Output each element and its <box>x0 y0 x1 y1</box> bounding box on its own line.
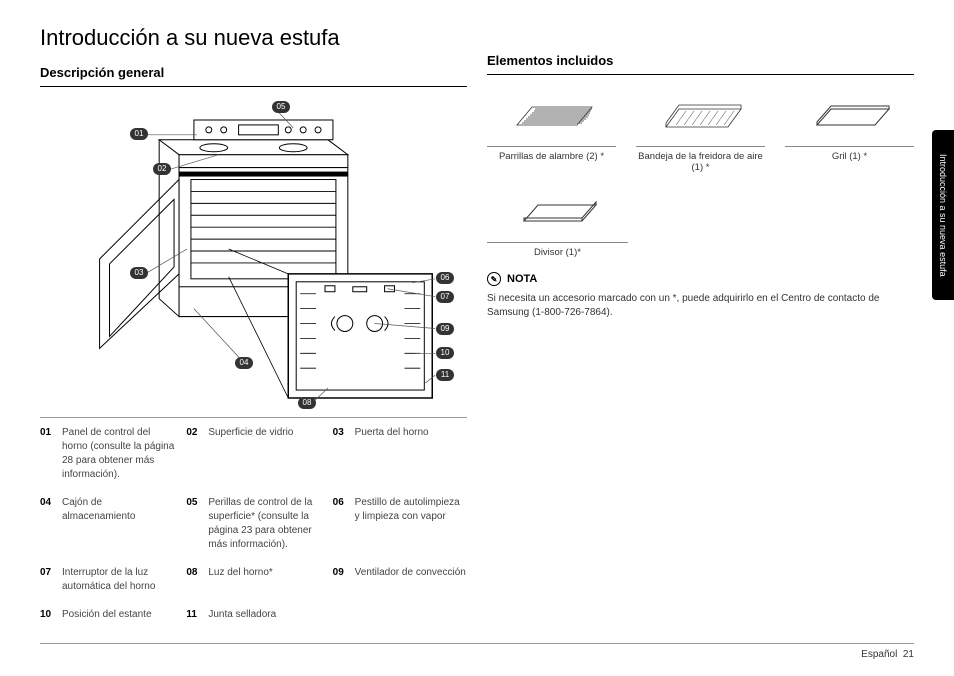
legend-item: 06Pestillo de autolimpieza y limpieza co… <box>333 496 467 552</box>
legend-item: 02Superficie de vidrio <box>186 426 320 482</box>
footer: Español 21 <box>40 643 914 660</box>
air-fryer-tray-icon <box>636 87 765 142</box>
legend-item: 10Posición del estante <box>40 608 174 622</box>
included-item: Divisor (1)* <box>487 183 628 258</box>
footer-page-number: 21 <box>903 649 914 660</box>
section-rule <box>487 74 914 75</box>
callout-11: 11 <box>436 369 454 381</box>
wire-rack-icon <box>487 87 616 142</box>
included-label: Parrillas de alambre (2) * <box>487 151 616 162</box>
callout-02: 02 <box>153 163 171 175</box>
legend-item: 07Interruptor de la luz automática del h… <box>40 566 174 594</box>
note-icon: ✎ <box>487 272 501 286</box>
section-rule <box>40 86 467 87</box>
included-label: Gril (1) * <box>785 151 914 162</box>
left-column: Introducción a su nueva estufa Descripci… <box>40 25 467 622</box>
included-section-title: Elementos incluidos <box>487 53 914 68</box>
callout-01: 01 <box>130 128 148 140</box>
legend-rule <box>40 417 467 418</box>
included-item: Gril (1) * <box>785 87 914 173</box>
callout-05: 05 <box>272 101 290 113</box>
note-header: ✎ NOTA <box>487 272 914 286</box>
callout-10: 10 <box>436 347 454 359</box>
callout-09: 09 <box>436 323 454 335</box>
callout-07: 07 <box>436 291 454 303</box>
included-row-2: Divisor (1)* <box>487 183 914 258</box>
callout-03: 03 <box>130 267 148 279</box>
right-column: Elementos incluidos Parrillas de alambre… <box>487 25 914 622</box>
legend-grid: 01Panel de control del horno (consulte l… <box>40 426 467 622</box>
divider-icon <box>487 183 628 238</box>
included-item: Bandeja de la freidora de aire (1) * <box>636 87 765 173</box>
stove-diagram: 01 02 03 04 05 06 07 08 09 10 11 <box>40 99 467 409</box>
legend-item: 01Panel de control del horno (consulte l… <box>40 426 174 482</box>
note-text: Si necesita un accesorio marcado con un … <box>487 292 914 320</box>
included-row-1: Parrillas de alambre (2) * Bandeja de la… <box>487 87 914 173</box>
legend-item: 09Ventilador de convección <box>333 566 467 594</box>
legend-item: 05Perillas de control de la superficie* … <box>186 496 320 552</box>
callout-06: 06 <box>436 272 454 284</box>
stove-illustration <box>40 99 467 409</box>
included-label: Bandeja de la freidora de aire (1) * <box>636 151 765 173</box>
overview-section-title: Descripción general <box>40 65 467 80</box>
included-label: Divisor (1)* <box>487 247 628 258</box>
griddle-icon <box>785 87 914 142</box>
legend-item: 03Puerta del horno <box>333 426 467 482</box>
callout-04: 04 <box>235 357 253 369</box>
page-title: Introducción a su nueva estufa <box>40 25 467 51</box>
note-title: NOTA <box>507 273 537 285</box>
legend-item: 04Cajón de almacenamiento <box>40 496 174 552</box>
footer-language: Español <box>861 649 897 660</box>
side-tab: Introducción a su nueva estufa <box>932 130 954 300</box>
included-item: Parrillas de alambre (2) * <box>487 87 616 173</box>
legend-item: 11Junta selladora <box>186 608 320 622</box>
legend-item: 08Luz del horno* <box>186 566 320 594</box>
callout-08: 08 <box>298 397 316 409</box>
